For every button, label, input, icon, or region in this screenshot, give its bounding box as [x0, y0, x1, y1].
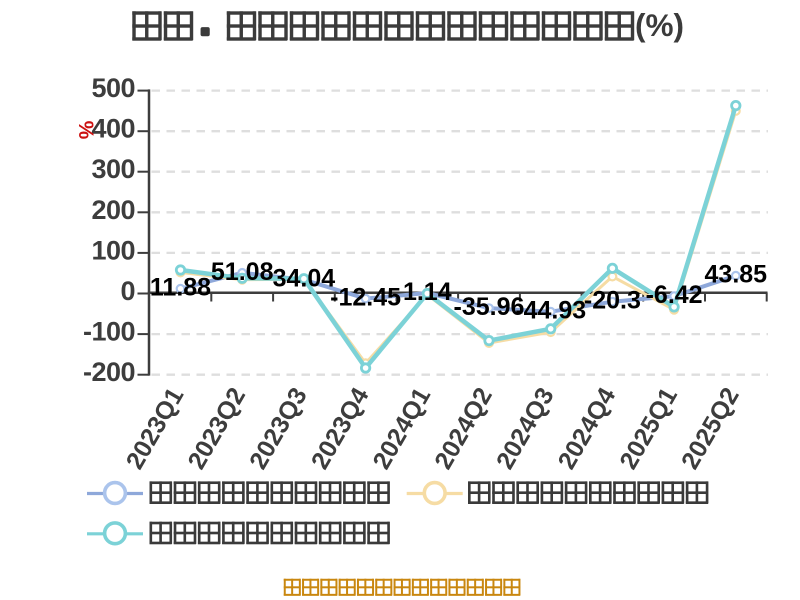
svg-text:43.85: 43.85 — [705, 261, 768, 289]
svg-text:-200: -200 — [83, 357, 135, 387]
svg-text:-12.45: -12.45 — [330, 284, 401, 312]
svg-text:-100: -100 — [83, 317, 135, 347]
svg-text:-20.3: -20.3 — [584, 287, 641, 315]
svg-text:51.08: 51.08 — [211, 258, 274, 286]
svg-text:400: 400 — [91, 114, 135, 144]
svg-text:500: 500 — [91, 73, 135, 103]
svg-text:300: 300 — [91, 154, 135, 184]
svg-text:%: % — [74, 121, 97, 140]
svg-text:-44.93: -44.93 — [515, 297, 586, 325]
svg-text:100: 100 — [91, 235, 135, 265]
svg-text:11.88: 11.88 — [150, 274, 211, 302]
svg-text:(%): (%) — [635, 7, 684, 43]
svg-text:0: 0 — [120, 276, 135, 306]
svg-text:1.14: 1.14 — [403, 278, 452, 306]
svg-text:200: 200 — [91, 195, 135, 225]
svg-text:-6.42: -6.42 — [646, 281, 703, 309]
svg-text:34.04: 34.04 — [273, 265, 336, 293]
svg-text:-35.96: -35.96 — [454, 293, 525, 321]
